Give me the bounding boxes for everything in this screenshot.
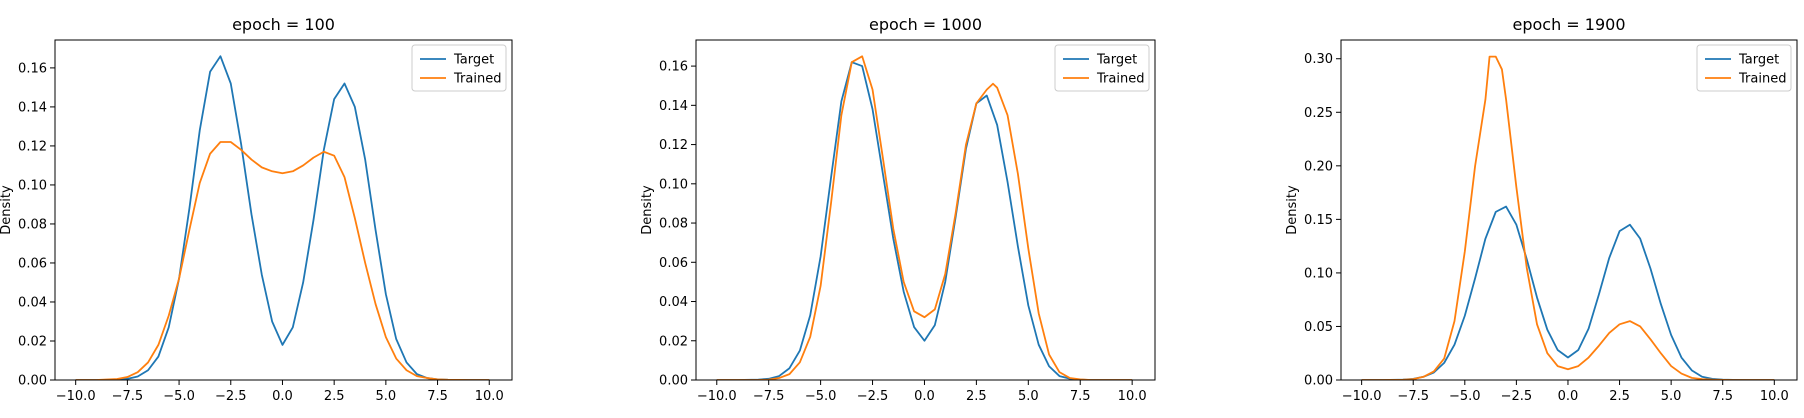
x-tick-label: 10.0 [475, 389, 504, 404]
subplot-3: epoch = 1900 Density −10.0 −7.5 −5.0 −2.5 0.0 2… [1285, 15, 1798, 404]
y-tick-label: 0.04 [659, 295, 688, 310]
axes-frame [695, 39, 1156, 381]
x-tick-label: 10.0 [1760, 389, 1789, 404]
series-line-trained [1361, 55, 1775, 380]
legend-label-trained: Trained [1738, 72, 1786, 87]
legend: Target Trained [1696, 44, 1792, 92]
x-tick-label: 0.0 [1558, 389, 1579, 404]
axes-frame [1340, 39, 1798, 381]
legend-box [1054, 44, 1150, 92]
y-tick-label: 0.25 [1304, 106, 1333, 121]
x-tick-label: 5.0 [1018, 389, 1039, 404]
x-tick-label: 0.0 [914, 389, 935, 404]
y-tick-label: 0.06 [659, 256, 688, 271]
y-tick-label: 0.10 [659, 177, 688, 192]
y-tick-label: 0.12 [659, 138, 688, 153]
series-line-trained [75, 141, 490, 380]
y-tick-label: 0.08 [18, 217, 47, 232]
x-tick-label: 7.5 [427, 389, 448, 404]
axes-frame [54, 39, 513, 381]
chart-title: epoch = 1900 [1512, 15, 1625, 34]
y-axis-label: Density [1285, 185, 1300, 235]
series-line-target [1361, 205, 1775, 380]
y-tick-label: 0.04 [18, 295, 47, 310]
series-line-trained [716, 55, 1133, 380]
series-line-target [75, 55, 490, 380]
y-tick-label: 0.16 [18, 61, 47, 76]
x-tick-label: −2.5 [1501, 389, 1533, 404]
x-tick-label: 2.5 [1609, 389, 1630, 404]
chart-title: epoch = 100 [232, 15, 335, 34]
y-tick-label: 0.00 [18, 374, 47, 389]
x-tick-label: 5.0 [376, 389, 397, 404]
legend-label-trained: Trained [1096, 72, 1144, 87]
x-tick-label: 10.0 [1118, 389, 1147, 404]
legend-label-trained: Trained [453, 72, 501, 87]
y-tick-label: 0.16 [659, 60, 688, 75]
y-tick-label: 0.06 [18, 256, 47, 271]
y-tick-label: 0.12 [18, 139, 47, 154]
y-tick-label: 0.10 [18, 178, 47, 193]
y-tick-label: 0.02 [659, 334, 688, 349]
y-tick-label: 0.15 [1304, 213, 1333, 228]
y-tick-label: 0.05 [1304, 320, 1333, 335]
legend-box [411, 44, 507, 92]
x-tick-label: 5.0 [1661, 389, 1682, 404]
x-tick-label: 0.0 [272, 389, 293, 404]
x-tick-label: −10.0 [697, 389, 737, 404]
legend-label-target: Target [1096, 53, 1137, 68]
x-tick-label: −7.5 [112, 389, 144, 404]
y-tick-label: 0.20 [1304, 159, 1333, 174]
x-tick-label: 7.5 [1712, 389, 1733, 404]
x-tick-label: −2.5 [857, 389, 889, 404]
subplots: epoch = 100 Density −10.0 −7.5 −5.0 −2.5 0.0 2.… [0, 15, 1798, 404]
x-tick-label: −5.0 [1449, 389, 1481, 404]
y-tick-label: 0.30 [1304, 52, 1333, 67]
legend-label-target: Target [1738, 53, 1779, 68]
x-tick-label: −7.5 [753, 389, 785, 404]
y-axis-label: Density [0, 185, 14, 235]
x-tick-label: 2.5 [324, 389, 345, 404]
x-tick-label: −7.5 [1397, 389, 1429, 404]
x-tick-label: −10.0 [56, 389, 96, 404]
x-tick-label: 7.5 [1070, 389, 1091, 404]
chart-title: epoch = 1000 [869, 15, 982, 34]
x-tick-label: −5.0 [163, 389, 195, 404]
x-tick-label: −10.0 [1342, 389, 1382, 404]
y-tick-label: 0.14 [659, 99, 688, 114]
x-tick-label: −2.5 [215, 389, 247, 404]
y-tick-label: 0.00 [659, 374, 688, 389]
legend-box [1696, 44, 1792, 92]
y-axis-label: Density [640, 185, 655, 235]
y-tick-label: 0.00 [1304, 374, 1333, 389]
x-tick-label: −5.0 [805, 389, 837, 404]
legend: Target Trained [1054, 44, 1150, 92]
y-tick-label: 0.14 [18, 100, 47, 115]
y-tick-label: 0.10 [1304, 266, 1333, 281]
legend-label-target: Target [453, 53, 494, 68]
subplot-1: epoch = 100 Density −10.0 −7.5 −5.0 −2.5 0.0 2.… [0, 15, 513, 404]
legend: Target Trained [411, 44, 507, 92]
series-line-target [716, 61, 1133, 380]
x-tick-label: 2.5 [966, 389, 987, 404]
y-tick-label: 0.08 [659, 217, 688, 232]
y-tick-label: 0.02 [18, 334, 47, 349]
